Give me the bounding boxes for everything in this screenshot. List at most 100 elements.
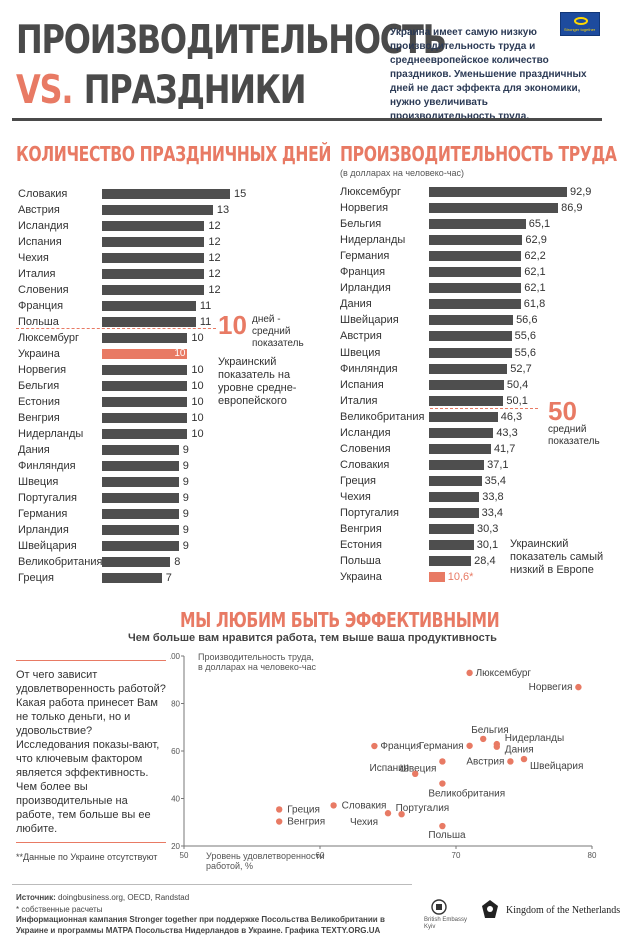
productivity-bar <box>429 412 498 422</box>
holidays-label: Франция <box>18 300 64 312</box>
page-title-line1: ПРОИЗВОДИТЕЛЬНОСТЬ <box>16 18 447 63</box>
holidays-value: 12 <box>208 268 221 280</box>
productivity-value: 61,8 <box>523 298 546 310</box>
holidays-bar <box>102 221 205 231</box>
productivity-value: 62,1 <box>524 282 546 294</box>
holidays-bar <box>102 365 188 375</box>
holidays-label: Бельгия <box>18 380 60 392</box>
productivity-bar <box>429 556 472 566</box>
productivity-label: Норвегия <box>340 202 389 214</box>
productivity-title: ПРОИЗВОДИТЕЛЬНОСТЬ ТРУДА <box>340 142 617 166</box>
scatter-x-tick-label: 50 <box>180 851 189 860</box>
scatter-point <box>371 742 378 750</box>
productivity-subtitle: (в долларах на человеко-час) <box>340 168 465 178</box>
uk-embassy-logo: British Embassy Kyiv <box>424 917 468 930</box>
scatter-point-label: Греция <box>287 804 320 815</box>
scatter-point-label: Германия <box>419 741 464 752</box>
scatter-y-label-line1: Производительность труда, <box>198 652 314 662</box>
productivity-label: Украина <box>340 571 382 583</box>
scatter-point-label: Нидерланды <box>505 733 564 744</box>
scatter-point <box>439 758 446 765</box>
holidays-bar <box>102 237 205 247</box>
productivity-bar <box>429 299 521 309</box>
productivity-value: 37,1 <box>487 459 509 471</box>
productivity-bar <box>429 540 474 550</box>
productivity-label: Дания <box>340 298 372 310</box>
holidays-value: 13 <box>216 204 230 216</box>
productivity-value: 35,4 <box>484 475 506 487</box>
scatter-point-label: Швеция <box>400 763 437 774</box>
productivity-value: 50,4 <box>506 379 529 391</box>
productivity-label: Швеция <box>340 347 381 359</box>
holidays-bar <box>102 461 179 471</box>
productivity-value: 50,1 <box>506 395 528 407</box>
productivity-bar <box>429 396 504 406</box>
productivity-label: Швейцария <box>340 314 399 326</box>
productivity-label: Австрия <box>340 330 382 342</box>
productivity-value: 62,9 <box>525 234 547 246</box>
holidays-bar <box>102 189 230 199</box>
side-text-top-line <box>16 660 166 661</box>
productivity-average-line <box>430 408 538 409</box>
holidays-value: 10 <box>191 396 204 408</box>
satisfaction-title: МЫ ЛЮБИМ БЫТЬ ЭФФЕКТИВНЫМИ <box>180 608 500 632</box>
satisfaction-scatter-chart: 20 40 60 80 100 50 60 70 80 Производительность тр… <box>170 652 597 871</box>
productivity-value: 55,6 <box>514 330 536 342</box>
productivity-value: 33,8 <box>482 491 504 503</box>
scatter-x-label-line1: Уровень удовлетворенности <box>206 851 325 861</box>
holidays-ukraine-note: Украинский показатель на уровне средне-е… <box>218 356 297 407</box>
holidays-value: 9 <box>182 540 189 552</box>
holidays-bar <box>102 397 188 407</box>
productivity-value: 28,4 <box>474 555 496 567</box>
scatter-point <box>384 810 392 817</box>
holidays-label: Германия <box>18 508 68 520</box>
productivity-bar <box>429 331 512 341</box>
scatter-y-tick-label: 100 <box>170 652 181 661</box>
holidays-label: Италия <box>18 268 56 280</box>
holidays-bar <box>102 349 188 359</box>
holidays-label: Словакия <box>18 188 68 200</box>
productivity-label: Великобритания <box>340 411 425 423</box>
productivity-label: Исландия <box>340 427 391 439</box>
holidays-value: 10 <box>191 428 204 440</box>
productivity-value: 52,7 <box>510 363 532 375</box>
holidays-label: Австрия <box>18 204 60 216</box>
productivity-label: Италия <box>340 395 378 407</box>
productivity-value: 43,3 <box>496 427 518 439</box>
productivity-label: Польша <box>340 555 381 567</box>
scatter-y-tick-label: 20 <box>171 842 180 851</box>
productivity-value: 41,7 <box>493 443 516 455</box>
scatter-point-label: Венгрия <box>287 817 325 828</box>
scatter-point <box>439 780 446 787</box>
productivity-value: 33,4 <box>481 507 504 519</box>
scatter-point <box>439 822 446 830</box>
productivity-label: Люксембург <box>340 186 402 198</box>
holidays-value: 10 <box>174 348 186 359</box>
holidays-label: Финляндия <box>18 460 76 472</box>
productivity-label: Бельгия <box>340 218 382 230</box>
holidays-average-line <box>16 328 216 329</box>
productivity-bar <box>429 572 445 582</box>
productivity-value: 46,3 <box>500 411 523 423</box>
holidays-label: Польша <box>18 316 59 328</box>
holidays-label: Естония <box>18 396 60 408</box>
satisfaction-footnote: **Данные по Украине отсутствуют <box>16 852 158 862</box>
scatter-point <box>330 802 337 809</box>
nl-kingdom-logo: Kingdom of the Netherlands <box>506 905 620 916</box>
holidays-bar <box>102 413 188 423</box>
holidays-bar <box>102 525 179 535</box>
scatter-y-label-line2: в долларах на человеко-час <box>198 662 317 672</box>
holidays-value: 9 <box>182 444 189 456</box>
scatter-point <box>480 735 487 743</box>
scatter-point <box>575 683 582 691</box>
productivity-bar <box>429 428 494 438</box>
holidays-value: 15 <box>234 188 247 200</box>
productivity-label: Германия <box>340 250 390 262</box>
productivity-label: Чехия <box>340 491 371 503</box>
holidays-bar <box>102 557 171 567</box>
productivity-label: Португалия <box>340 507 399 519</box>
productivity-bar <box>429 492 480 502</box>
productivity-label: Франция <box>340 266 386 278</box>
productivity-value: 86,9 <box>561 202 583 214</box>
holidays-value: 10 <box>191 332 204 344</box>
